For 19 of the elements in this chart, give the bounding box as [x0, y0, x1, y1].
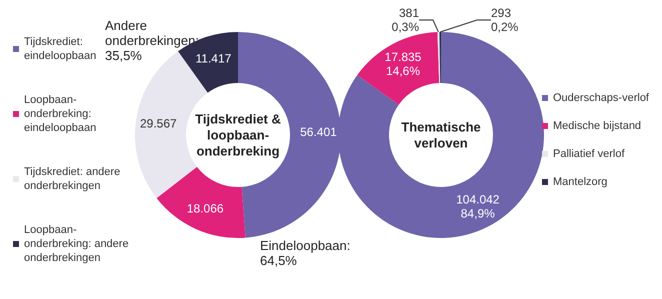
- legend-label: Loopbaan-onderbreking: andere onderbrekingen: [24, 224, 129, 264]
- text: Thematische verloven: [401, 120, 481, 150]
- legend-label: Medische bijstand: [553, 120, 642, 132]
- legend-label: Mantelzorg: [553, 176, 608, 188]
- data-label: 293 0,2%: [491, 6, 519, 34]
- text: Eindeloopbaan: 64,5%: [260, 238, 350, 268]
- legend-label: Tijdskrediet: eindeloopbaan: [24, 36, 96, 62]
- legend-label: Loopbaan-onderbreking: eindeloopbaan: [24, 94, 96, 134]
- data-label: 381 0,3%: [392, 6, 420, 34]
- legend-label: Ouderschaps-verlof: [553, 92, 650, 104]
- data-label: 29.567: [140, 116, 178, 130]
- text: Tijdskrediet & loopbaan-onderbreking: [195, 112, 281, 158]
- data-label: 18.066: [186, 202, 224, 216]
- data-label: 17.835 14,6%: [384, 50, 422, 78]
- data-label: 56.401: [300, 125, 338, 140]
- legend-label: Tijdskrediet: andere onderbrekingen: [24, 166, 120, 192]
- data-label: 11.417: [195, 51, 232, 66]
- data-label: 104.042 84,9%: [456, 192, 500, 221]
- legend-label: Palliatief verlof: [553, 148, 626, 160]
